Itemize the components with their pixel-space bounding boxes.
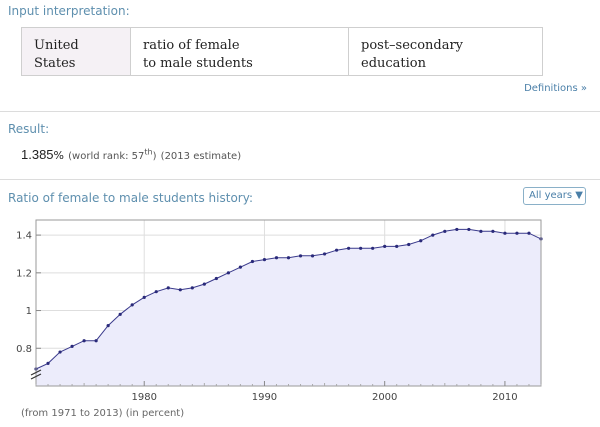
chart-point xyxy=(202,282,206,286)
chart-point xyxy=(322,252,327,256)
chart-point xyxy=(178,288,182,292)
chart-point xyxy=(407,242,411,247)
chart-point xyxy=(190,286,194,290)
world-rank-prefix: (world rank: 57 xyxy=(68,151,145,162)
chart-point xyxy=(46,361,50,365)
chart-point xyxy=(106,324,110,328)
chart-point xyxy=(419,239,423,243)
result-value: 1.385 xyxy=(21,147,54,162)
chart-point xyxy=(142,295,146,299)
pod-divider xyxy=(0,179,600,180)
x-tick-label: 1980 xyxy=(131,392,156,403)
chart-ticks: 1980 1990 2000 2010 0.8 1 1.2 1.4 xyxy=(16,231,542,403)
chart-point xyxy=(334,248,339,252)
chart-point xyxy=(371,246,375,250)
chart-point xyxy=(395,244,399,249)
chart-point xyxy=(347,246,351,250)
chart-point xyxy=(286,256,291,260)
result-line: 1.385% (world rank: 57th) (2013 estimate… xyxy=(21,147,241,163)
chart-point xyxy=(274,256,279,260)
chart-point xyxy=(443,229,447,233)
y-tick-label: 0.8 xyxy=(16,344,32,355)
chart-footnote: (from 1971 to 2013) (in percent) xyxy=(21,408,185,419)
world-rank-close: ) xyxy=(152,151,157,162)
y-tick-label: 1 xyxy=(26,306,32,317)
chart-point xyxy=(82,339,86,343)
chart-point xyxy=(455,227,459,232)
definitions-link[interactable]: Definitions » xyxy=(524,83,587,94)
chart-area-fill xyxy=(36,229,541,386)
years-dropdown[interactable]: All years ▼ xyxy=(523,187,586,205)
world-rank-suffix: th xyxy=(144,147,153,157)
interp-cell-country: United States xyxy=(22,28,131,75)
y-tick-label: 1.2 xyxy=(16,268,32,279)
chart-point xyxy=(118,312,122,316)
x-tick-label: 2010 xyxy=(492,392,517,403)
pod-divider xyxy=(0,111,600,112)
chart-point xyxy=(527,231,531,235)
y-axis-break xyxy=(30,369,42,380)
input-interpretation-title: Input interpretation: xyxy=(8,4,130,18)
chart-point xyxy=(154,290,158,294)
interp-cell-qualifier: post–secondary education xyxy=(361,38,464,71)
chart-point xyxy=(431,233,435,237)
chart-point xyxy=(383,244,387,249)
history-title: Ratio of female to male students history… xyxy=(8,191,254,205)
result-unit: % xyxy=(53,149,64,162)
chart-points xyxy=(34,227,543,371)
chart-point xyxy=(503,231,507,235)
input-interpretation-table: United States ratio of female to male st… xyxy=(21,27,543,76)
chart-point xyxy=(491,229,495,233)
chart-point xyxy=(298,254,303,258)
chart-point xyxy=(70,344,74,348)
y-tick-label: 1.4 xyxy=(16,231,32,242)
world-rank: (world rank: 57th) xyxy=(68,147,157,162)
chart-point xyxy=(58,350,62,354)
chart-point xyxy=(214,276,218,281)
chart-point xyxy=(238,265,243,269)
x-tick-label: 2000 xyxy=(372,392,397,403)
chart-point xyxy=(94,339,98,343)
chart-point xyxy=(479,229,483,233)
chart-point xyxy=(166,286,170,290)
result-title: Result: xyxy=(8,122,50,136)
chart-point xyxy=(310,254,315,258)
chart-point xyxy=(130,303,134,307)
chart-point xyxy=(515,231,519,235)
chart-point xyxy=(359,246,363,250)
interp-cell-property: ratio of female to male students xyxy=(131,28,349,75)
axis-break-mark xyxy=(30,373,42,380)
estimate-note: (2013 estimate) xyxy=(160,151,242,162)
axis-break-mark xyxy=(30,369,42,376)
chart-point xyxy=(262,258,267,262)
x-tick-label: 1990 xyxy=(252,392,277,403)
chart-point xyxy=(467,227,471,232)
chart-point xyxy=(250,259,255,264)
chart-point xyxy=(226,271,230,275)
history-chart: 1980 1990 2000 2010 0.8 1 1.2 1.4 xyxy=(16,219,543,403)
